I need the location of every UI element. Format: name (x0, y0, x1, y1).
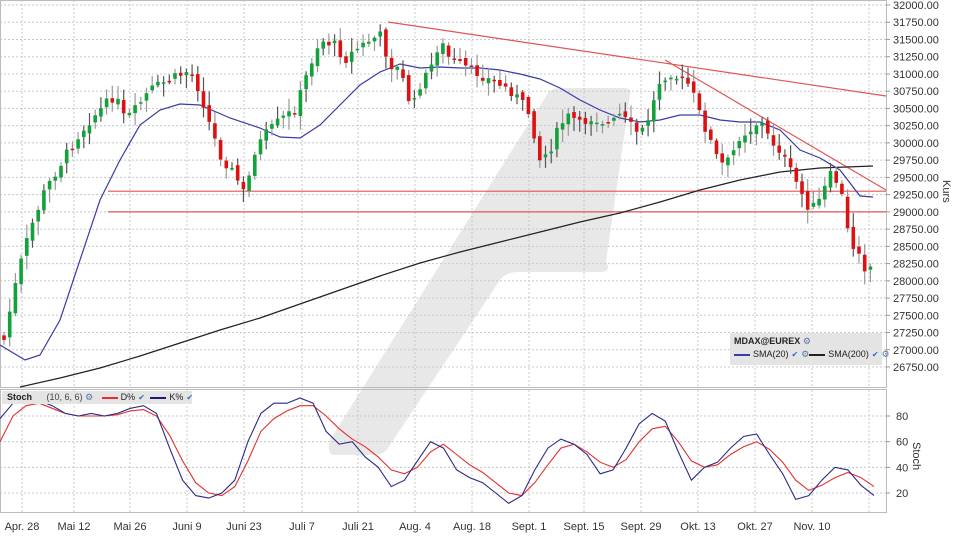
support-lines (108, 190, 886, 213)
stoch-params: (10, 6, 6) (46, 392, 83, 402)
watermark-logo (328, 88, 631, 455)
svg-text:29000.00: 29000.00 (893, 207, 939, 219)
svg-text:Apr. 28: Apr. 28 (5, 521, 40, 533)
trend-lines (387, 21, 887, 191)
svg-text:26750.00: 26750.00 (893, 362, 939, 374)
svg-text:20: 20 (896, 488, 908, 500)
svg-text:29750.00: 29750.00 (893, 155, 939, 167)
legend-d-label: D% (120, 392, 136, 402)
svg-text:30000.00: 30000.00 (893, 138, 939, 150)
stoch-grid (0, 390, 886, 512)
svg-text:Juli 7: Juli 7 (289, 521, 315, 533)
settings-gear-icon[interactable]: ⚙ (802, 336, 811, 346)
stoch-legend-title: Stoch (7, 392, 33, 402)
d-swatch (101, 396, 118, 399)
stoch-legend: Stoch (10, 6, 6) ⚙ D% ✔ K% ✔ (2, 391, 194, 404)
price-axis: 32000.00 31750.00 31500.00 31250.00 31000.00… (886, 0, 939, 374)
svg-text:31000.00: 31000.00 (893, 69, 939, 81)
svg-text:Mai 26: Mai 26 (113, 521, 146, 533)
svg-text:27750.00: 27750.00 (893, 293, 939, 305)
k-checkbox-icon[interactable]: ✔ (186, 393, 194, 402)
svg-text:29250.00: 29250.00 (893, 190, 939, 202)
svg-text:Juli 21: Juli 21 (342, 521, 374, 533)
sma20-settings-icon[interactable]: ⚙ (801, 349, 810, 359)
svg-text:40: 40 (896, 462, 908, 474)
svg-text:27500.00: 27500.00 (893, 310, 939, 322)
sma200-settings-icon[interactable]: ⚙ (881, 349, 890, 359)
stoch-axis: 80 60 40 20 (886, 411, 908, 500)
svg-text:Okt. 27: Okt. 27 (737, 521, 772, 533)
svg-text:28500.00: 28500.00 (893, 241, 939, 253)
svg-text:27000.00: 27000.00 (893, 345, 939, 357)
svg-text:31250.00: 31250.00 (893, 52, 939, 64)
sma20-swatch (734, 353, 750, 356)
svg-text:28250.00: 28250.00 (893, 259, 939, 271)
k-swatch (150, 396, 167, 399)
legend-title: MDAX@EUREX (734, 336, 801, 346)
d-checkbox-icon[interactable]: ✔ (138, 393, 145, 402)
svg-text:31750.00: 31750.00 (893, 17, 939, 29)
legend-sma200-label: SMA(200) (828, 349, 869, 359)
svg-text:Juni 23: Juni 23 (226, 521, 261, 533)
stoch-axis-title: Stoch (910, 442, 922, 470)
sma200-swatch (809, 353, 826, 356)
svg-text:Aug. 18: Aug. 18 (453, 521, 491, 533)
price-panel-frame (0, 0, 887, 388)
svg-text:80: 80 (896, 411, 908, 423)
svg-text:30250.00: 30250.00 (893, 121, 939, 133)
svg-text:Sept. 1: Sept. 1 (512, 521, 547, 533)
svg-text:Sept. 29: Sept. 29 (621, 521, 662, 533)
svg-text:Mai 12: Mai 12 (57, 521, 90, 533)
sma200-line (19, 165, 874, 388)
sma20-line (0, 63, 874, 361)
candlesticks (2, 24, 873, 347)
svg-text:28000.00: 28000.00 (893, 276, 939, 288)
price-axis-title: Kurs (940, 180, 952, 203)
svg-text:30750.00: 30750.00 (893, 86, 939, 98)
sma200-checkbox-icon[interactable]: ✔ (871, 350, 879, 359)
stoch-panel-frame (0, 389, 887, 513)
svg-text:Aug. 4: Aug. 4 (399, 521, 431, 533)
svg-text:32000.00: 32000.00 (893, 0, 939, 12)
legend-sma20-label: SMA(20) (753, 349, 789, 359)
svg-text:27250.00: 27250.00 (893, 328, 939, 340)
svg-text:29500.00: 29500.00 (893, 172, 939, 184)
sma20-checkbox-icon[interactable]: ✔ (791, 350, 799, 359)
date-axis: Apr. 28 Mai 12 Mai 26 Juni 9 Juni 23 Juli 7 Ju… (5, 521, 831, 533)
svg-text:60: 60 (896, 437, 908, 449)
main-legend: MDAX@EUREX ⚙ SMA(20) ✔ ⚙ SMA(200) ✔ ⚙ (730, 333, 890, 365)
stoch-settings-icon[interactable]: ⚙ (85, 392, 94, 402)
svg-text:30500.00: 30500.00 (893, 103, 939, 115)
legend-k-label: K% (169, 392, 184, 402)
svg-text:28750.00: 28750.00 (893, 224, 939, 236)
svg-text:Nov. 10: Nov. 10 (793, 521, 830, 533)
svg-text:Okt. 13: Okt. 13 (680, 521, 715, 533)
svg-text:31500.00: 31500.00 (893, 34, 939, 46)
stoch-lines (0, 397, 875, 504)
svg-text:Juni 9: Juni 9 (172, 521, 201, 533)
price-grid (0, 0, 886, 388)
svg-text:Sept. 15: Sept. 15 (564, 521, 605, 533)
